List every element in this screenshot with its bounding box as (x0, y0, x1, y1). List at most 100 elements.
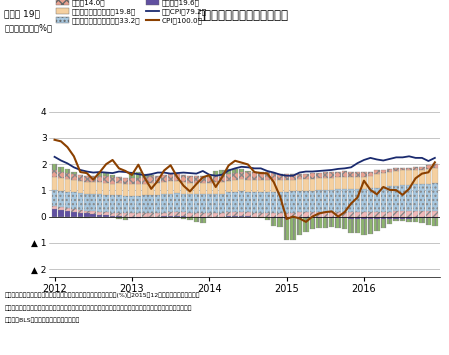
Bar (71, 171, 77, 174)
Bar (220, 213, 225, 217)
Bar (335, 189, 341, 212)
Bar (226, 181, 231, 192)
Bar (245, 192, 251, 212)
Bar (335, 177, 341, 189)
Bar (413, 170, 418, 184)
Bar (291, 191, 296, 213)
Bar (181, 193, 186, 212)
Bar (200, 218, 206, 223)
Bar (264, 192, 270, 213)
Bar (251, 192, 257, 213)
Bar (406, 168, 412, 170)
Bar (393, 168, 399, 171)
Bar (65, 173, 70, 179)
Bar (129, 178, 135, 184)
Bar (400, 211, 405, 217)
Bar (329, 217, 335, 218)
Bar (232, 180, 238, 192)
Bar (65, 169, 70, 173)
Bar (52, 190, 57, 206)
Bar (335, 212, 341, 217)
Bar (174, 174, 180, 181)
Bar (213, 193, 218, 213)
Bar (110, 215, 115, 217)
Bar (136, 172, 141, 178)
Bar (329, 218, 335, 227)
Bar (84, 213, 89, 217)
Bar (239, 172, 244, 179)
Bar (342, 177, 348, 189)
Bar (271, 213, 277, 217)
Bar (322, 172, 328, 178)
Bar (342, 171, 348, 177)
Bar (251, 213, 257, 217)
Bar (251, 172, 257, 180)
Bar (91, 214, 96, 217)
Bar (91, 211, 96, 214)
Bar (322, 178, 328, 190)
Bar (200, 217, 206, 218)
Bar (78, 175, 83, 181)
Bar (264, 213, 270, 217)
Bar (277, 218, 283, 227)
Bar (355, 212, 360, 217)
Bar (78, 217, 83, 218)
Bar (310, 191, 315, 212)
Bar (161, 175, 167, 182)
Bar (432, 211, 438, 217)
Bar (361, 219, 367, 235)
Bar (426, 184, 431, 211)
Bar (264, 180, 270, 192)
Bar (393, 186, 399, 211)
Bar (426, 169, 431, 184)
Bar (355, 219, 360, 233)
Bar (142, 195, 148, 213)
Bar (220, 170, 225, 176)
Bar (136, 184, 141, 196)
Bar (258, 213, 264, 217)
Bar (355, 171, 360, 177)
Bar (387, 212, 392, 217)
Bar (123, 178, 128, 184)
Bar (310, 212, 315, 217)
Bar (136, 213, 141, 217)
Bar (200, 176, 206, 182)
Bar (187, 217, 193, 220)
Bar (432, 168, 438, 183)
Bar (432, 217, 438, 218)
Bar (406, 219, 412, 222)
Bar (368, 171, 373, 176)
Bar (84, 217, 89, 218)
Bar (348, 189, 354, 212)
Bar (245, 216, 251, 217)
Bar (174, 215, 180, 217)
Bar (155, 176, 160, 183)
Bar (245, 180, 251, 192)
Bar (161, 217, 167, 218)
Bar (194, 217, 199, 222)
Bar (432, 164, 438, 168)
Bar (361, 212, 367, 217)
Bar (226, 216, 231, 217)
Bar (123, 213, 128, 217)
Bar (181, 217, 186, 219)
Bar (97, 173, 102, 176)
Bar (284, 180, 289, 192)
Bar (381, 217, 386, 219)
Bar (291, 213, 296, 217)
Bar (213, 213, 218, 217)
Bar (103, 176, 109, 183)
Text: 消費者物価の推移（寄与度）: 消費者物価の推移（寄与度） (197, 9, 288, 22)
Bar (155, 183, 160, 195)
Bar (264, 217, 270, 220)
Bar (316, 190, 321, 212)
Bar (116, 217, 122, 219)
Bar (297, 174, 302, 179)
Bar (284, 174, 289, 180)
Bar (65, 192, 70, 208)
Bar (368, 217, 373, 219)
Bar (78, 181, 83, 193)
Bar (393, 219, 399, 221)
Bar (58, 171, 64, 178)
Bar (284, 219, 289, 240)
